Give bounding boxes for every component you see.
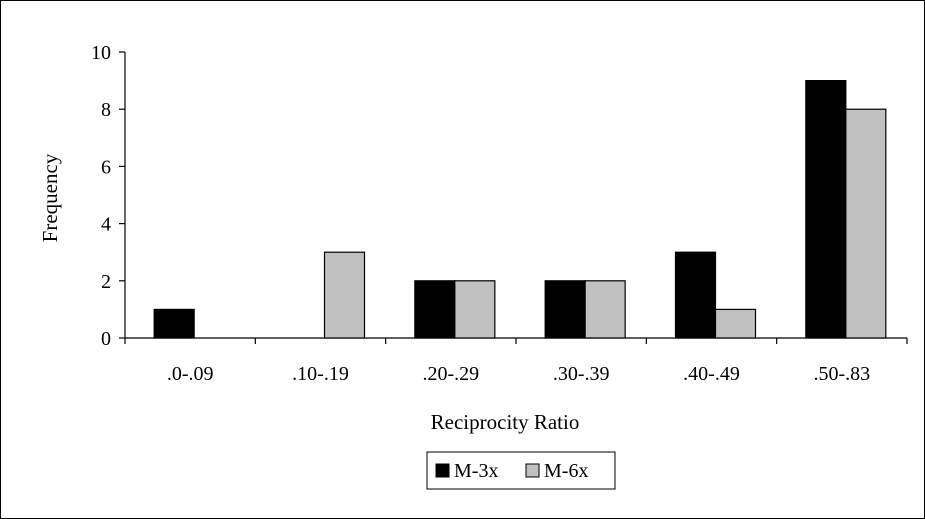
bar-m-6x-2: [323, 251, 366, 339]
tick-labels: 0 2 4 6 8 10 .0-.09 .10-.19 .20-.29 .30-.39 .40-.4…: [91, 42, 870, 385]
bar-m-3x-3: [414, 280, 456, 339]
legend-label-m-6x: M-6x: [544, 460, 588, 482]
x-tick-label: .0-.09: [167, 363, 214, 385]
y-tick-label: 2: [101, 271, 111, 293]
y-tick-label: 0: [101, 328, 111, 350]
legend-swatch-m-6x: [525, 463, 540, 478]
x-tick-label: .20-.29: [422, 363, 479, 385]
y-tick-label: 8: [101, 99, 111, 121]
legend: M-3x M-6x: [426, 451, 616, 490]
bar-m-3x-4: [544, 280, 586, 339]
axes: [119, 51, 908, 344]
bar-m-3x-5: [674, 251, 717, 339]
x-tick-label: .40-.49: [683, 363, 740, 385]
bar-m-6x-5: [714, 308, 757, 339]
x-tick-label: .50-.83: [813, 363, 870, 385]
bar-m-3x-6: [805, 79, 847, 339]
x-tick-label: .30-.39: [553, 363, 610, 385]
y-tick-label: 10: [91, 42, 111, 64]
x-tick-label: .10-.19: [292, 363, 349, 385]
bar-m-6x-6: [845, 108, 887, 339]
legend-label-m-3x: M-3x: [454, 460, 498, 482]
legend-swatch-m-3x: [435, 463, 450, 478]
y-tick-label: 4: [101, 214, 111, 236]
y-axis-title: Frequency: [38, 153, 62, 242]
legend-box: [426, 451, 616, 490]
bar-m-3x-1: [153, 308, 195, 339]
bar-m-6x-3: [454, 280, 496, 339]
bar-m-6x-4: [584, 280, 626, 339]
y-tick-label: 6: [101, 156, 111, 178]
bars: [153, 79, 887, 339]
x-axis-title: Reciprocity Ratio: [431, 410, 580, 434]
